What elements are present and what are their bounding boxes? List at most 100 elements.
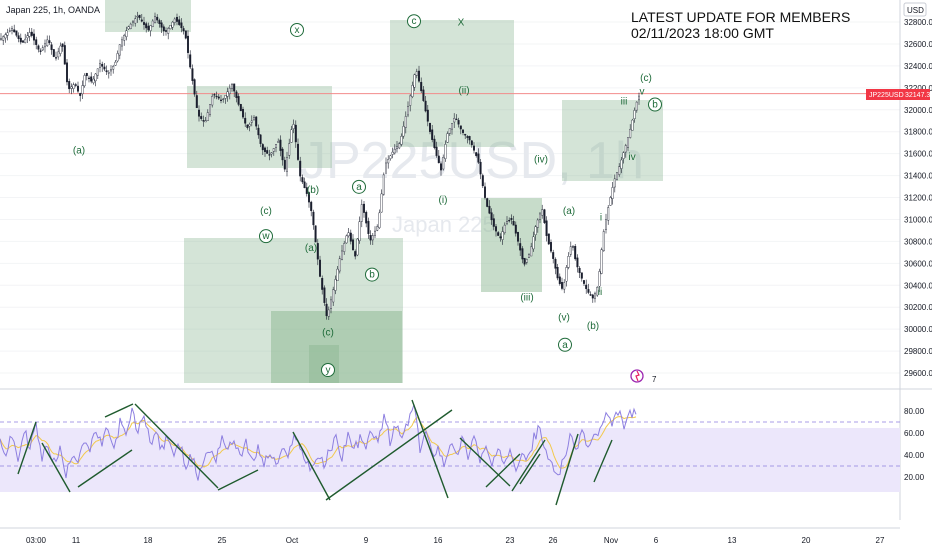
candle-body: [2, 36, 5, 41]
rsi-tick-label: 60.00: [904, 429, 925, 438]
candle-body: [239, 104, 242, 112]
candle-body: [369, 235, 372, 241]
candle-body: [422, 89, 425, 101]
candle-body: [400, 136, 403, 145]
candle-body: [455, 118, 458, 121]
candle-body: [286, 157, 289, 172]
candle-body: [479, 161, 482, 175]
candle-body: [481, 175, 484, 187]
candle-body: [167, 28, 170, 34]
candle-body: [451, 123, 454, 130]
candle-body: [440, 163, 443, 171]
candle-body: [140, 19, 143, 22]
rsi-trendline: [217, 469, 259, 491]
rsi-axis-ticks: 80.00 60.00 40.00 20.00: [904, 407, 925, 482]
candle-body: [19, 37, 22, 43]
candle-body: [380, 193, 383, 213]
candle-body: [488, 205, 491, 214]
candle-body: [459, 125, 462, 130]
candle-body: [558, 276, 561, 284]
candle-body: [301, 177, 304, 183]
time-tick-label: 26: [549, 536, 558, 545]
candle-body: [178, 19, 181, 25]
candle-body: [208, 104, 211, 115]
candle-body: [213, 94, 216, 96]
candle-body: [523, 257, 526, 265]
candle-body: [585, 284, 588, 290]
candle-body: [305, 187, 308, 194]
candle-body: [76, 85, 79, 92]
wave-label: (b): [307, 185, 319, 196]
candle-body: [61, 43, 64, 47]
candle-body: [164, 30, 167, 32]
price-tick-label: 31000.0: [904, 215, 932, 224]
event-badge[interactable]: 7: [630, 369, 657, 384]
candle-body: [118, 44, 121, 56]
wave-label: w: [261, 231, 270, 242]
rsi-trendline: [104, 403, 134, 418]
candle-body: [349, 232, 352, 242]
candle-body: [142, 22, 145, 25]
wave-label: b: [652, 100, 658, 111]
candle-body: [462, 129, 465, 133]
candle-body: [127, 26, 130, 30]
candle-body: [319, 259, 322, 277]
candle-body: [266, 150, 269, 154]
candle-body: [334, 279, 337, 291]
candle-body: [550, 242, 553, 252]
time-tick-label: 25: [218, 536, 227, 545]
candle-body: [638, 95, 641, 101]
candle-body: [55, 57, 58, 59]
candle-body: [153, 16, 156, 23]
candle-body: [63, 45, 66, 65]
candle-body: [624, 145, 627, 153]
candle-body: [347, 232, 350, 237]
candle-body: [387, 159, 390, 164]
candle-body: [365, 211, 368, 224]
candle-body: [235, 91, 238, 98]
wave-label: a: [562, 340, 568, 351]
candle-body: [59, 45, 62, 54]
candle-body: [215, 95, 218, 98]
wave-label: iii: [621, 96, 628, 107]
candle-body: [468, 136, 471, 141]
price-tick-label: 32000.0: [904, 106, 932, 115]
candle-body: [354, 251, 357, 257]
candle-body: [290, 129, 293, 143]
wave-label: (a): [73, 146, 85, 157]
candle-body: [345, 235, 348, 244]
candle-body: [255, 116, 258, 127]
time-tick-label: Oct: [286, 536, 299, 545]
candle-body: [561, 282, 564, 289]
candle-body: [228, 87, 231, 94]
candle-body: [184, 30, 187, 39]
candle-body: [343, 243, 346, 252]
candle-body: [475, 152, 478, 156]
candle-body: [147, 25, 150, 31]
candle-body: [145, 23, 148, 29]
currency-badge[interactable]: [903, 2, 927, 17]
wave-label: (a): [563, 206, 575, 217]
candle-body: [385, 162, 388, 174]
rsi-trendline: [77, 449, 133, 488]
candle-body: [618, 166, 621, 175]
candle-body: [609, 197, 612, 206]
candle-body: [299, 160, 302, 177]
candle-body: [616, 172, 619, 180]
candle-body: [275, 144, 278, 148]
candle-body: [589, 294, 592, 296]
candle-body: [30, 31, 33, 36]
rsi-tick-label: 20.00: [904, 473, 925, 482]
candle-body: [374, 230, 377, 236]
wave-label: y: [326, 365, 331, 376]
candle-body: [442, 157, 445, 170]
candle-body: [200, 116, 203, 119]
candle-body: [360, 204, 363, 222]
candle-body: [211, 96, 214, 106]
candle-body: [596, 287, 599, 296]
candle-body: [602, 231, 605, 251]
candle-body: [525, 259, 528, 263]
wave-label: (b): [587, 321, 599, 332]
candle-body: [90, 76, 93, 82]
candle-body: [534, 226, 537, 236]
